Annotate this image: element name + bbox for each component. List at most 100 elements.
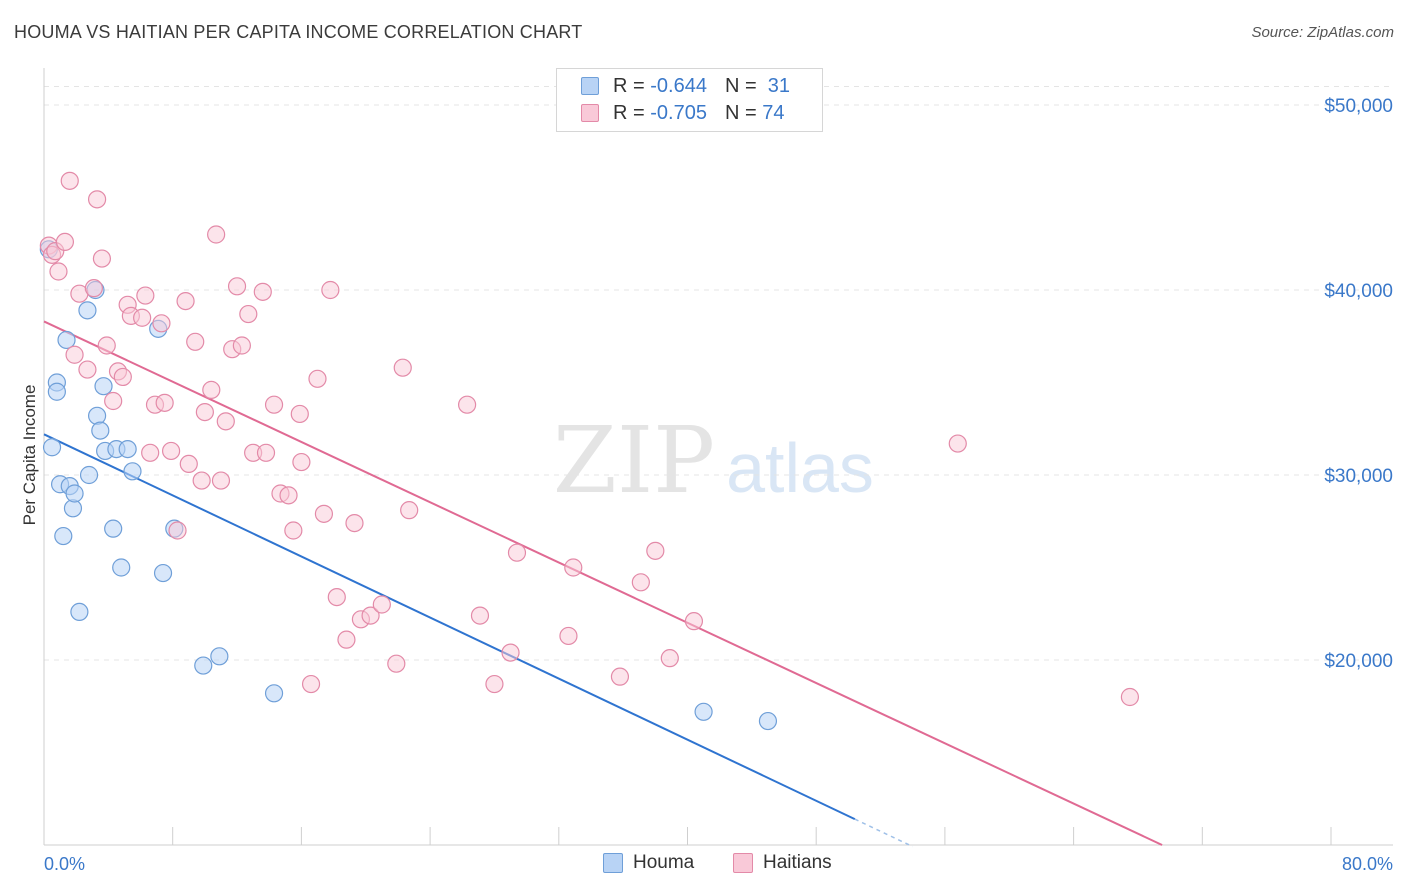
- bottom-legend-houma: Houma: [603, 852, 694, 874]
- point-houma: [210, 647, 229, 666]
- point-haitians: [660, 649, 679, 668]
- point-haitians: [301, 674, 321, 694]
- point-haitians: [161, 441, 181, 461]
- point-haitians: [470, 606, 490, 625]
- point-haitians: [458, 395, 477, 414]
- point-haitians: [284, 521, 303, 540]
- point-houma: [104, 519, 123, 538]
- point-haitians: [308, 369, 327, 388]
- y-tick-label: $20,000: [1324, 651, 1393, 672]
- point-haitians: [211, 471, 231, 490]
- point-haitians: [314, 504, 334, 523]
- point-haitians: [948, 434, 967, 453]
- point-haitians: [97, 336, 116, 355]
- point-haitians: [65, 345, 84, 364]
- point-haitians: [253, 282, 272, 301]
- point-houma: [42, 438, 62, 457]
- point-haitians: [387, 654, 406, 673]
- legend-row-haitians: R = -0.705 N = 74: [581, 100, 784, 126]
- point-haitians: [321, 280, 340, 300]
- point-houma: [65, 484, 84, 503]
- point-haitians: [372, 595, 391, 614]
- x-tick-label-min: 0.0%: [44, 854, 85, 874]
- point-haitians: [207, 225, 226, 244]
- bottom-legend-label-houma: Houma: [633, 852, 695, 873]
- point-haitians: [78, 360, 97, 379]
- source-label: Source: ZipAtlas.com: [1251, 24, 1394, 41]
- point-houma: [112, 558, 131, 577]
- point-haitians: [179, 454, 198, 473]
- bottom-legend-haitians: Haitians: [733, 852, 832, 874]
- point-haitians: [176, 292, 195, 311]
- point-haitians: [55, 232, 75, 251]
- point-haitians: [501, 643, 520, 662]
- point-haitians: [195, 403, 214, 422]
- point-haitians: [264, 395, 284, 414]
- point-haitians: [564, 558, 583, 577]
- point-houma: [70, 602, 89, 622]
- point-haitians: [361, 606, 380, 625]
- point-haitians: [485, 674, 504, 694]
- point-haitians: [559, 626, 578, 646]
- point-haitians: [49, 262, 68, 281]
- trend-lines: [43, 320, 1163, 848]
- point-houma: [57, 330, 76, 350]
- point-haitians: [92, 249, 112, 268]
- legend-n-value: 74: [762, 101, 785, 124]
- point-haitians: [256, 443, 276, 462]
- point-haitians: [279, 486, 298, 505]
- y-tick-labels: $20,000 $30,000 $40,000 $50,000: [1324, 96, 1393, 672]
- point-haitians: [202, 380, 221, 399]
- point-houma: [79, 465, 99, 485]
- trend-extension-houma: [854, 818, 914, 848]
- point-haitians: [1120, 687, 1140, 707]
- point-houma: [264, 684, 284, 703]
- point-haitians: [400, 501, 419, 520]
- point-houma: [78, 301, 97, 320]
- data-points: [39, 171, 1140, 731]
- legend-r-value: -0.705: [650, 101, 707, 124]
- point-haitians: [152, 314, 171, 333]
- point-haitians: [327, 587, 346, 607]
- bottom-legend-swatch-haitians: [733, 853, 753, 873]
- point-haitians: [631, 573, 650, 592]
- axes: [43, 68, 1393, 846]
- y-axis-label: Per Capita Income: [20, 385, 39, 526]
- point-haitians: [186, 332, 205, 351]
- point-haitians: [646, 541, 665, 560]
- point-houma: [694, 702, 713, 721]
- point-houma: [123, 462, 142, 481]
- point-haitians: [337, 630, 356, 649]
- point-haitians: [104, 391, 123, 411]
- point-haitians: [610, 667, 630, 686]
- bottom-legend-label-haitians: Haitians: [763, 852, 832, 873]
- point-haitians: [113, 367, 132, 387]
- point-haitians: [239, 304, 258, 324]
- point-haitians: [684, 612, 704, 631]
- point-haitians: [232, 336, 251, 355]
- point-haitians: [227, 277, 247, 296]
- legend-swatch-haitians: [581, 104, 599, 122]
- watermark-zip: ZIP: [553, 407, 715, 514]
- legend-r-value: -0.644: [650, 74, 707, 97]
- point-haitians: [507, 543, 527, 562]
- gridlines: [44, 86, 1393, 661]
- point-haitians: [141, 443, 160, 462]
- point-haitians: [155, 393, 174, 412]
- point-houma: [47, 382, 66, 401]
- legend-n-value: 31: [767, 74, 791, 97]
- point-haitians: [87, 190, 107, 209]
- watermark-atlas: atlas: [726, 429, 874, 507]
- legend-r-label: R =: [613, 74, 645, 97]
- watermark: ZIP atlas: [553, 407, 874, 514]
- point-houma: [118, 440, 137, 459]
- point-houma: [153, 563, 173, 583]
- point-haitians: [393, 358, 412, 377]
- point-haitians: [136, 286, 155, 305]
- y-tick-label: $40,000: [1324, 281, 1393, 302]
- legend-swatch-houma: [581, 77, 599, 95]
- point-haitians: [192, 471, 211, 490]
- legend-r-label: R =: [613, 101, 645, 124]
- point-houma: [87, 406, 107, 425]
